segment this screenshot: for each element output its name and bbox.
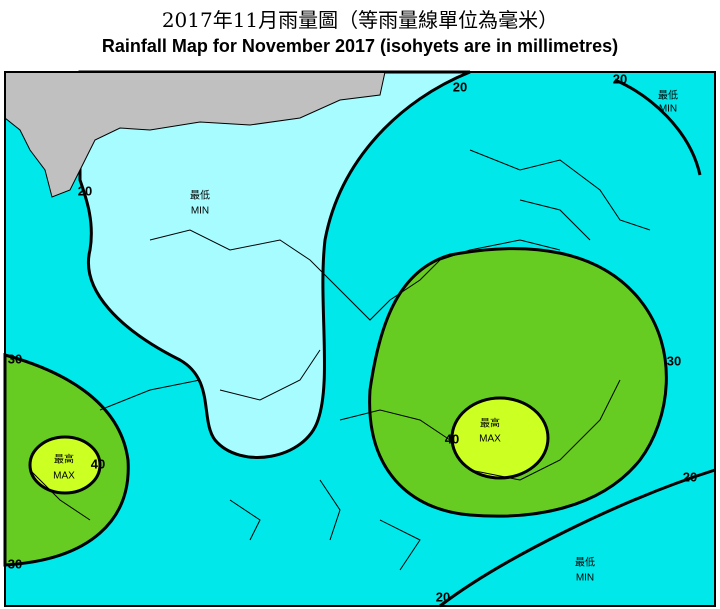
high-rain-area-east xyxy=(368,247,668,518)
isohyet-label: 20 xyxy=(613,71,627,86)
marker-zh: 最低 xyxy=(190,189,210,202)
marker-zh: 最低 xyxy=(658,89,678,102)
marker-en: MIN xyxy=(191,206,209,217)
isohyet-label: 40 xyxy=(445,431,459,446)
marker-en: MAX xyxy=(53,471,75,482)
marker-zh: 最低 xyxy=(575,556,595,569)
low-rain-area xyxy=(78,70,471,459)
marker-zh: 最高 xyxy=(54,453,74,466)
marker-zh: 最高 xyxy=(480,417,500,430)
max-rain-area-west xyxy=(28,435,102,495)
isohyet-label: 20 xyxy=(453,79,467,94)
max-rain-area-east xyxy=(450,396,550,480)
isohyet-label: 30 xyxy=(8,556,22,571)
mainland xyxy=(4,71,386,198)
isohyet-label: 30 xyxy=(667,353,681,368)
title-zh: 2017年11月雨量圖（等雨量線單位為毫米） xyxy=(161,8,559,32)
marker-en: MAX xyxy=(479,434,501,445)
isohyet-line xyxy=(614,78,702,176)
map-frame xyxy=(4,71,716,607)
title-en: Rainfall Map for November 2017 (isohyets… xyxy=(101,36,619,56)
marker-en: MIN xyxy=(576,573,594,584)
isohyet-label: 20 xyxy=(78,183,92,198)
isohyet-label: 20 xyxy=(683,469,697,484)
isohyet-line xyxy=(439,468,716,608)
isohyet-label: 30 xyxy=(8,351,22,366)
coastline xyxy=(29,149,651,571)
isohyet-label: 40 xyxy=(91,456,105,471)
marker-en: MIN xyxy=(659,104,677,115)
isohyet-label: 20 xyxy=(436,589,450,604)
